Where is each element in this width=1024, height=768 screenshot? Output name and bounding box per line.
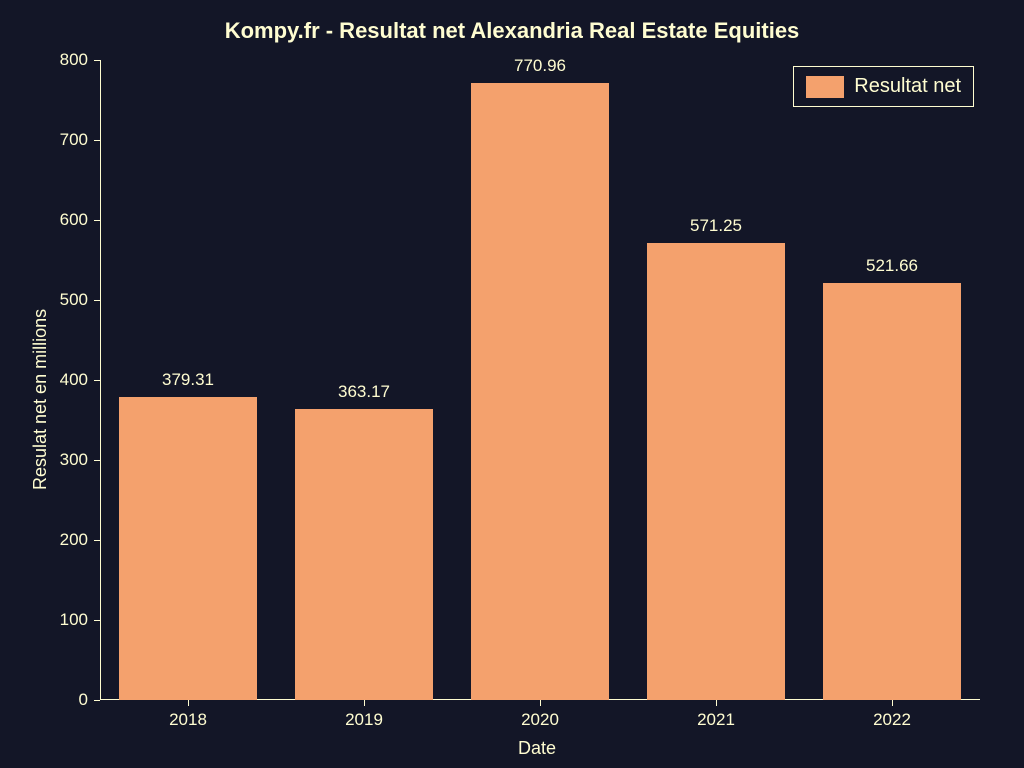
x-tick-mark bbox=[716, 700, 717, 706]
y-tick-label: 800 bbox=[60, 50, 88, 70]
x-axis-label: Date bbox=[518, 738, 556, 759]
x-tick-mark bbox=[540, 700, 541, 706]
y-tick-mark bbox=[94, 140, 100, 141]
x-tick-mark bbox=[892, 700, 893, 706]
x-tick-label: 2018 bbox=[169, 710, 207, 730]
x-tick-mark bbox=[188, 700, 189, 706]
bar bbox=[119, 397, 256, 700]
y-tick-label: 300 bbox=[60, 450, 88, 470]
y-tick-mark bbox=[94, 620, 100, 621]
y-axis-line bbox=[100, 60, 101, 700]
x-tick-mark bbox=[364, 700, 365, 706]
bar-value-label: 379.31 bbox=[162, 370, 214, 390]
y-tick-mark bbox=[94, 300, 100, 301]
y-tick-label: 100 bbox=[60, 610, 88, 630]
y-tick-label: 400 bbox=[60, 370, 88, 390]
x-tick-label: 2022 bbox=[873, 710, 911, 730]
y-tick-label: 500 bbox=[60, 290, 88, 310]
y-axis-label: Resulat net en millions bbox=[30, 309, 51, 490]
bar bbox=[647, 243, 784, 700]
chart-container: Kompy.fr - Resultat net Alexandria Real … bbox=[0, 0, 1024, 768]
y-tick-label: 200 bbox=[60, 530, 88, 550]
y-tick-mark bbox=[94, 60, 100, 61]
y-tick-mark bbox=[94, 380, 100, 381]
x-tick-label: 2020 bbox=[521, 710, 559, 730]
bar bbox=[823, 283, 960, 700]
y-tick-mark bbox=[94, 460, 100, 461]
y-tick-mark bbox=[94, 540, 100, 541]
bar bbox=[295, 409, 432, 700]
x-tick-label: 2021 bbox=[697, 710, 735, 730]
y-tick-mark bbox=[94, 220, 100, 221]
bar-value-label: 363.17 bbox=[338, 382, 390, 402]
bar-value-label: 571.25 bbox=[690, 216, 742, 236]
bar-value-label: 521.66 bbox=[866, 256, 918, 276]
y-tick-mark bbox=[94, 700, 100, 701]
x-tick-label: 2019 bbox=[345, 710, 383, 730]
bar bbox=[471, 83, 608, 700]
legend: Resultat net bbox=[793, 66, 974, 107]
legend-label: Resultat net bbox=[854, 75, 961, 98]
chart-title: Kompy.fr - Resultat net Alexandria Real … bbox=[0, 18, 1024, 44]
plot-area bbox=[100, 60, 980, 700]
y-tick-label: 0 bbox=[79, 690, 88, 710]
y-tick-label: 700 bbox=[60, 130, 88, 150]
legend-swatch bbox=[806, 76, 844, 98]
bar-value-label: 770.96 bbox=[514, 56, 566, 76]
y-tick-label: 600 bbox=[60, 210, 88, 230]
